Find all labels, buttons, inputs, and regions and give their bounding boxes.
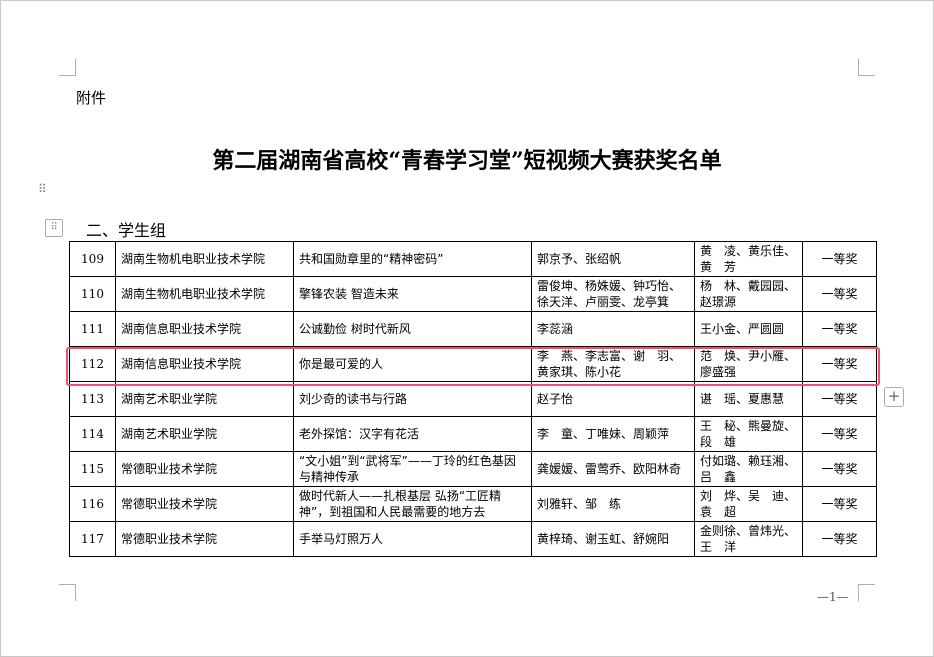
- cell-no: 114: [69, 416, 116, 452]
- drag-handle-icon[interactable]: ⠿: [38, 182, 47, 196]
- add-row-icon[interactable]: +: [884, 387, 904, 407]
- corner-mark: [858, 59, 875, 76]
- table-row: 115 常德职业技术学院 “文小姐”到“武将军”——丁玲的红色基因与精神传承 龚嫒嫒、…: [69, 451, 877, 487]
- cell-no: 111: [69, 311, 116, 347]
- attachment-label: 附件: [76, 89, 107, 107]
- row-highlight: [66, 347, 880, 386]
- cell-award: 一等奖: [802, 486, 877, 522]
- cell-school: 湖南信息职业技术学院: [115, 311, 294, 347]
- table-row: 110 湖南生物机电职业技术学院 擎锋农装 智造未来 雷俊坤、杨姝媛、钟巧怡、徐天洋、…: [69, 276, 877, 312]
- cell-work: 公诚勤俭 树时代新风: [293, 311, 532, 347]
- corner-mark: [59, 59, 76, 76]
- cell-work: 做时代新人——扎根基层 弘扬“工匠精神”，到祖国和人民最需要的地方去: [293, 486, 532, 522]
- cell-no: 109: [69, 241, 116, 277]
- cell-school: 湖南信息职业技术学院: [115, 346, 294, 382]
- cell-no: 115: [69, 451, 116, 487]
- cell-school: 湖南艺术职业学院: [115, 381, 294, 417]
- cell-school: 常德职业技术学院: [115, 451, 294, 487]
- cell-work: 手举马灯照万人: [293, 521, 532, 557]
- cell-work: 老外探馆：汉字有花活: [293, 416, 532, 452]
- table-row: 109 湖南生物机电职业技术学院 共和国勋章里的“精神密码” 郭京予、张绍帆黄 凌、黄…: [69, 241, 877, 277]
- cell-teachers: 杨 林、戴园园、赵璟源: [694, 276, 803, 312]
- cell-award: 一等奖: [802, 521, 877, 557]
- cell-award: 一等奖: [802, 381, 877, 417]
- cell-award: 一等奖: [802, 346, 877, 382]
- table-row: 114 湖南艺术职业学院 老外探馆：汉字有花活李 童、丁唯妹、周颖萍王 秘、熊曼旋、…: [69, 416, 877, 452]
- cell-school: 湖南生物机电职业技术学院: [115, 276, 294, 312]
- cell-students: 李 童、丁唯妹、周颖萍: [531, 416, 695, 452]
- cell-award: 一等奖: [802, 451, 877, 487]
- cell-no: 110: [69, 276, 116, 312]
- cell-teachers: 王小金、严圆圆: [694, 311, 803, 347]
- page-title: 第二届湖南省高校“青春学习堂”短视频大赛获奖名单: [212, 148, 722, 174]
- cell-award: 一等奖: [802, 276, 877, 312]
- cell-school: 常德职业技术学院: [115, 521, 294, 557]
- cell-award: 一等奖: [802, 416, 877, 452]
- cell-school: 湖南生物机电职业技术学院: [115, 241, 294, 277]
- cell-teachers: 付如璐、赖珏湘、吕 鑫: [694, 451, 803, 487]
- cell-work: 擎锋农装 智造未来: [293, 276, 532, 312]
- table-row: 112 湖南信息职业技术学院 你是最可爱的人李 燕、李志富、谢 羽、黄家琪、陈小花范…: [69, 346, 877, 382]
- awards-table: 109 湖南生物机电职业技术学院 共和国勋章里的“精神密码” 郭京予、张绍帆黄 凌、黄…: [69, 241, 877, 557]
- page-number: —1—: [817, 590, 849, 604]
- cell-teachers: 刘 烨、吴 迪、袁 超: [694, 486, 803, 522]
- cell-students: 郭京予、张绍帆: [531, 241, 695, 277]
- cell-work: “文小姐”到“武将军”——丁玲的红色基因与精神传承: [293, 451, 532, 487]
- cell-students: 黄梓琦、谢玉虹、舒婉阳: [531, 521, 695, 557]
- cell-students: 龚嫒嫒、雷莺乔、欧阳林奇: [531, 451, 695, 487]
- cell-teachers: 黄 凌、黄乐佳、黄 芳: [694, 241, 803, 277]
- cell-teachers: 范 焕、尹小雁、廖盛强: [694, 346, 803, 382]
- cell-students: 刘雅轩、邹 练: [531, 486, 695, 522]
- cell-work: 刘少奇的读书与行路: [293, 381, 532, 417]
- cell-no: 116: [69, 486, 116, 522]
- table-row: 117 常德职业技术学院 手举马灯照万人 黄梓琦、谢玉虹、舒婉阳 金则徐、曾炜光、王 洋…: [69, 521, 877, 557]
- cell-school: 常德职业技术学院: [115, 486, 294, 522]
- section-heading: 二、学生组: [86, 221, 167, 240]
- cell-award: 一等奖: [802, 241, 877, 277]
- cell-teachers: 谌 瑶、夏惠慧: [694, 381, 803, 417]
- corner-mark: [59, 584, 76, 601]
- table-handle-icon[interactable]: ⠿: [45, 219, 63, 237]
- cell-award: 一等奖: [802, 311, 877, 347]
- cell-no: 113: [69, 381, 116, 417]
- table-row: 111 湖南信息职业技术学院 公诚勤俭 树时代新风 李蕊涵 王小金、严圆圆 一等奖: [69, 311, 877, 347]
- cell-teachers: 王 秘、熊曼旋、段 雄: [694, 416, 803, 452]
- cell-students: 李 燕、李志富、谢 羽、黄家琪、陈小花: [531, 346, 695, 382]
- cell-work: 共和国勋章里的“精神密码”: [293, 241, 532, 277]
- cell-no: 117: [69, 521, 116, 557]
- cell-school: 湖南艺术职业学院: [115, 416, 294, 452]
- cell-students: 赵子怡: [531, 381, 695, 417]
- cell-teachers: 金则徐、曾炜光、王 洋: [694, 521, 803, 557]
- cell-students: 李蕊涵: [531, 311, 695, 347]
- table-row: 116 常德职业技术学院 做时代新人——扎根基层 弘扬“工匠精神”，到祖国和人民最需…: [69, 486, 877, 522]
- cell-students: 雷俊坤、杨姝媛、钟巧怡、徐天洋、卢丽雯、龙亭箕: [531, 276, 695, 312]
- corner-mark: [858, 584, 875, 601]
- table-row: 113 湖南艺术职业学院 刘少奇的读书与行路 赵子怡谌 瑶、夏惠慧 一等奖: [69, 381, 877, 417]
